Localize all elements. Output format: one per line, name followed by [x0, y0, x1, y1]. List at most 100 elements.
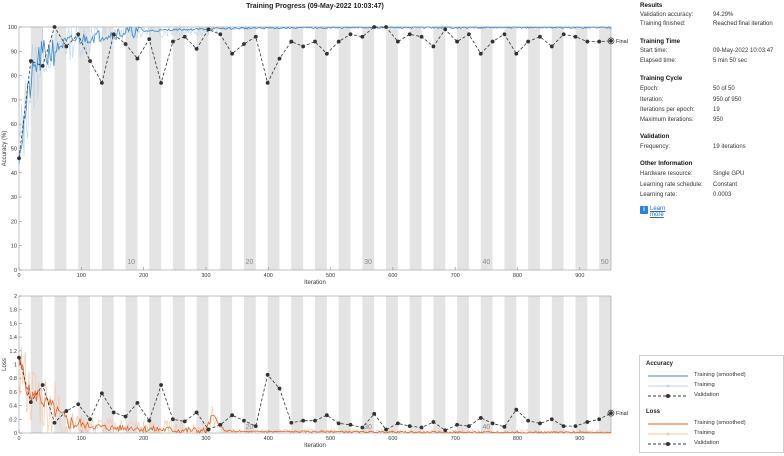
epoch-label: 20 — [246, 259, 254, 266]
validation-point — [289, 420, 294, 425]
validation-point — [253, 34, 258, 39]
validation-point — [407, 424, 412, 429]
validation-point — [147, 37, 152, 42]
training-cycle-title: Training Cycle — [640, 75, 683, 82]
x-tick-label: 300 — [201, 273, 210, 279]
validation-point — [99, 80, 104, 85]
validation-point — [301, 44, 306, 49]
validation-point — [561, 424, 566, 429]
validation-point — [514, 51, 519, 56]
final-marker — [607, 37, 615, 45]
x-tick-label: 100 — [77, 436, 86, 442]
epoch-band — [101, 296, 114, 433]
y-tick-label: 80 — [11, 74, 17, 80]
epoch-band — [551, 296, 564, 433]
row-validation-accuracy: Validation accuracy: 94.29% — [640, 12, 734, 18]
validation-point — [313, 39, 317, 44]
x-tick-label: 200 — [139, 273, 148, 279]
other-info-title: Other Information — [640, 160, 693, 167]
legend-acc-validation: Validation — [646, 392, 776, 400]
validation-point — [490, 39, 495, 44]
legend-accuracy-title: Accuracy — [646, 361, 674, 367]
x-axis-label: Iteration — [304, 443, 326, 449]
epoch-band — [267, 296, 280, 433]
validation-point — [419, 425, 424, 430]
x-tick-label: 0 — [17, 273, 20, 279]
validation-point — [609, 411, 613, 416]
epoch-label: 50 — [601, 259, 609, 266]
validation-point — [88, 59, 92, 63]
epoch-label: 30 — [364, 424, 372, 431]
epoch-band — [362, 296, 375, 433]
validation-point — [265, 372, 270, 377]
validation-point — [348, 422, 353, 427]
final-marker — [607, 409, 615, 417]
epoch-band — [504, 27, 517, 270]
y-tick-label: 2 — [14, 294, 17, 300]
epoch-band — [480, 296, 493, 433]
row-iteration: Iteration: 950 of 950 — [640, 97, 742, 103]
validation-point — [277, 56, 282, 61]
validation-point — [324, 413, 329, 418]
epoch-band — [149, 27, 162, 270]
validation-point — [431, 44, 436, 49]
validation-point — [585, 39, 590, 44]
epoch-band — [101, 27, 114, 270]
legend-line-swatch — [648, 432, 688, 436]
validation-point — [123, 414, 128, 419]
epoch-band — [243, 296, 256, 433]
validation-point — [549, 417, 554, 422]
validation-point — [194, 46, 199, 51]
y-tick-label: 50 — [11, 147, 17, 153]
validation-point — [253, 424, 258, 429]
epoch-band — [504, 296, 517, 433]
validation-point — [159, 80, 163, 85]
validation-point — [64, 44, 69, 49]
epoch-band — [243, 27, 256, 270]
y-tick-label: 100 — [8, 25, 17, 31]
y-tick-label: 1.8 — [9, 308, 17, 314]
final-label: Final — [616, 39, 628, 45]
validation-point — [431, 420, 436, 424]
epoch-band — [528, 27, 540, 270]
legend-loss-training: Training — [646, 430, 776, 438]
validation-point — [76, 402, 81, 407]
validation-point — [478, 51, 483, 56]
epoch-band — [599, 296, 611, 433]
epoch-label: 40 — [482, 259, 490, 266]
legend-loss-validation: Validation — [646, 440, 776, 448]
x-tick-label: 700 — [451, 273, 460, 279]
x-tick-label: 600 — [388, 273, 397, 279]
validation-point — [40, 63, 45, 68]
validation-point — [52, 25, 57, 29]
epoch-band — [30, 27, 43, 270]
validation-point — [123, 42, 128, 46]
epoch-band — [291, 27, 304, 270]
y-axis-label: Accuracy (%) — [2, 131, 8, 167]
validation-point — [597, 39, 602, 44]
validation-point — [17, 355, 21, 360]
row-maximum-iterations: Maximum iterations: 950 — [640, 117, 724, 123]
validation-point — [52, 420, 57, 425]
x-tick-label: 500 — [326, 273, 335, 279]
info-icon: i — [640, 206, 648, 214]
loss-panel: 00.20.40.60.811.21.41.61.820 100 200 300 400… — [2, 294, 628, 449]
validation-point — [111, 410, 116, 415]
y-tick-label: 0.6 — [9, 390, 17, 396]
epoch-band — [457, 296, 469, 433]
epoch-band — [220, 27, 233, 270]
validation-point — [372, 25, 377, 29]
y-tick-label: 60 — [11, 122, 17, 128]
results-title: Results — [640, 2, 663, 9]
row-training-finished: Training finished: Reached final iterati… — [640, 21, 773, 27]
validation-point — [171, 39, 175, 44]
epoch-label: 40 — [482, 424, 490, 431]
x-tick-label: 800 — [513, 436, 522, 442]
validation-point — [443, 428, 448, 433]
row-iterations-per-epoch: Iterations per epoch: 19 — [640, 107, 720, 113]
validation-point — [171, 417, 175, 422]
y-tick-label: 1.4 — [9, 335, 17, 341]
validation-point — [265, 80, 270, 85]
y-tick-label: 1 — [14, 363, 17, 369]
plot-legend: Accuracy Training (smoothed) Training Va… — [639, 355, 784, 453]
